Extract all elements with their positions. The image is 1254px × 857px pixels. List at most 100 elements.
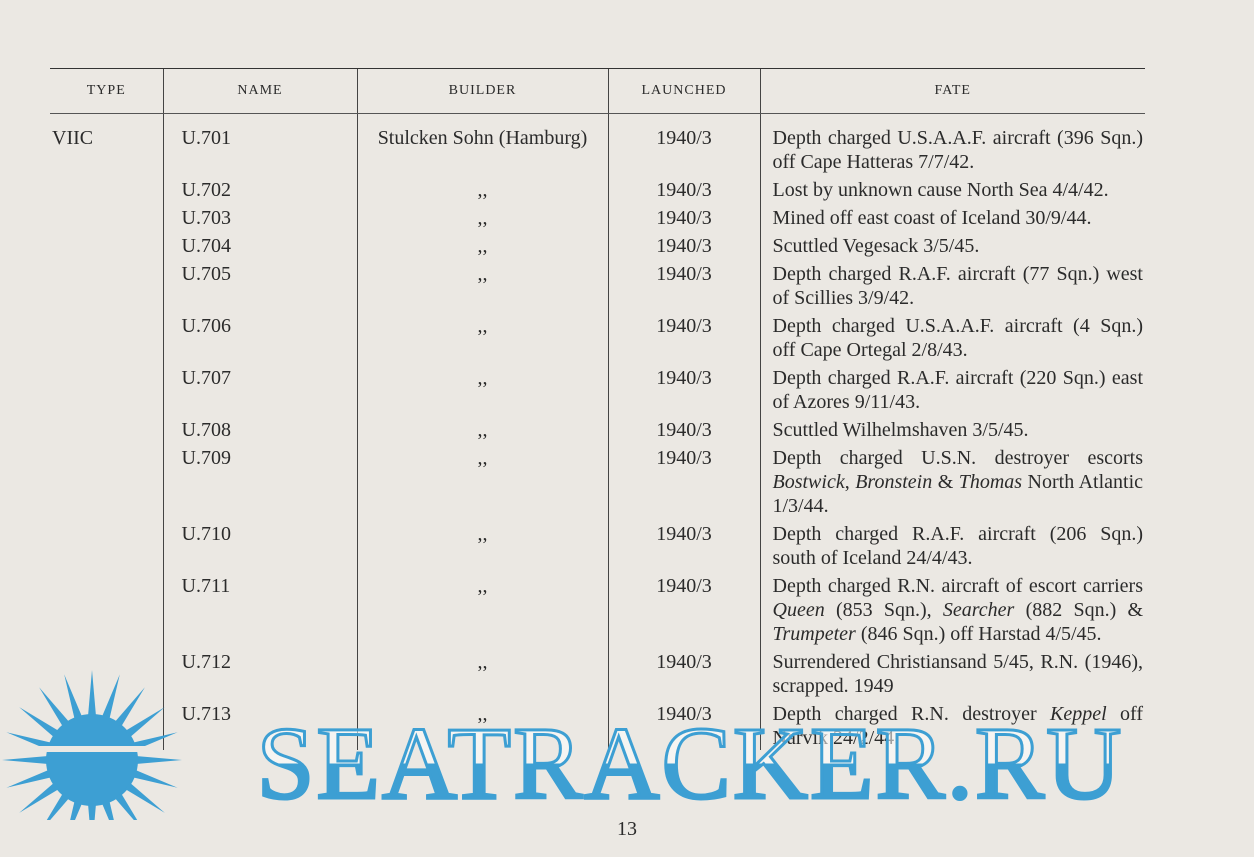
table-row: U.703,, 1940/3 Mined off east coast of Ice… — [50, 202, 1145, 230]
table-body: VIIC U.701 Stulcken Sohn (Hamburg) 1940/3 De… — [50, 113, 1145, 750]
sun-ray — [135, 756, 182, 764]
fate-cell: Depth charged R.N. destroyer Keppel off … — [759, 698, 1145, 750]
ship-name: Thomas — [958, 471, 1023, 493]
name-cell: U.705 — [162, 258, 357, 310]
builder-cell: ,, — [356, 174, 608, 202]
ship-name: Queen — [772, 599, 825, 621]
builder-cell: ,, — [356, 414, 608, 442]
fate-text: (853 Sqn.), — [835, 599, 932, 621]
launched-cell: 1940/3 — [607, 202, 760, 230]
type-cell — [50, 362, 163, 414]
fate-text: Depth charged R.N. destroyer — [772, 703, 1037, 725]
name-cell: U.704 — [162, 230, 357, 258]
ship-name: Bronstein — [855, 471, 933, 493]
builder-cell: ,, — [356, 202, 608, 230]
launched-cell: 1940/3 — [607, 310, 760, 362]
fate-text: Mined off east coast of Iceland 30/9/44. — [772, 207, 1092, 229]
name-cell: U.713 — [162, 698, 357, 750]
name-cell: U.711 — [162, 570, 357, 646]
page-number: 13 — [617, 818, 637, 840]
sun-ray — [132, 732, 178, 751]
name-cell: U.710 — [162, 518, 357, 570]
builder-cell: ,, — [356, 518, 608, 570]
fate-text: , — [844, 471, 850, 493]
launched-cell: 1940/3 — [607, 362, 760, 414]
type-cell — [50, 414, 163, 442]
builder-cell: ,, — [356, 310, 608, 362]
fate-text: Scuttled Vegesack 3/5/45. — [772, 235, 980, 257]
type-cell — [50, 258, 163, 310]
sun-ray — [19, 707, 59, 738]
column-header: LAUNCHED — [607, 68, 760, 114]
fate-text: (846 Sqn.) off Harstad 4/5/45. — [860, 623, 1102, 645]
sun-ray — [101, 800, 114, 820]
fate-table: TYPE NAME BUILDER LAUNCHED FATE VIIC U.701 Stu… — [50, 68, 1145, 750]
table-row: VIIC U.701 Stulcken Sohn (Hamburg) 1940/3 De… — [50, 113, 1145, 174]
sun-ray — [132, 769, 178, 788]
fate-cell: Surrendered Christiansand 5/45, R.N. (19… — [759, 646, 1145, 698]
sun-ray — [101, 674, 120, 720]
builder-cell: ,, — [356, 230, 608, 258]
type-cell — [50, 442, 163, 518]
name-cell: U.706 — [162, 310, 357, 362]
name-cell: U.709 — [162, 442, 357, 518]
ship-name: Bostwick — [772, 471, 845, 493]
column-header: NAME — [162, 68, 357, 114]
name-cell: U.701 — [162, 113, 357, 174]
fate-text: & — [937, 471, 954, 493]
fate-text: Depth charged U.S.N. destroyer escorts — [772, 447, 1144, 469]
column-header: BUILDER — [356, 68, 608, 114]
type-cell: VIIC — [52, 127, 94, 149]
sun-ray — [114, 793, 138, 820]
fate-text: off Narvik 24/2/44. — [772, 703, 1144, 749]
name-cell: U.702 — [162, 174, 357, 202]
builder-cell: Stulcken Sohn (Hamburg) — [356, 113, 608, 174]
fate-cell: Depth charged R.A.F. aircraft (220 Sqn.)… — [759, 362, 1145, 414]
sun-ray — [46, 793, 70, 820]
type-cell — [50, 570, 163, 646]
sun-ray — [125, 707, 165, 738]
type-cell — [50, 174, 163, 202]
sun-ray — [125, 782, 165, 813]
fate-text: Scuttled Wilhelmshaven 3/5/45. — [772, 419, 1029, 441]
sun-ray — [39, 687, 70, 727]
launched-cell: 1940/3 — [607, 442, 760, 518]
sun-ray — [64, 674, 83, 720]
fate-cell: Lost by unknown cause North Sea 4/4/42. — [759, 174, 1145, 202]
launched-cell: 1940/3 — [607, 230, 760, 258]
fate-cell: Depth charged R.A.F. aircraft (77 Sqn.) … — [759, 258, 1145, 310]
table-row: U.713,, 1940/3 Depth charged R.N. destroye… — [50, 698, 1145, 750]
name-cell: U.712 — [162, 646, 357, 698]
builder-cell: ,, — [356, 698, 608, 750]
fate-cell: Depth charged R.A.F. aircraft (206 Sqn.)… — [759, 518, 1145, 570]
watermark-text: SEATRACKER.RU — [257, 706, 1124, 820]
watermark: SEATRACKER.RU — [2, 670, 1124, 820]
fate-cell: Depth charged R.N. aircraft of escort ca… — [759, 570, 1145, 646]
header-row: TYPE NAME BUILDER LAUNCHED FATE — [50, 68, 1145, 114]
sun-ray — [2, 756, 49, 764]
name-cell: U.707 — [162, 362, 357, 414]
launched-cell: 1940/3 — [607, 646, 760, 698]
fate-text: Depth charged R.A.F. aircraft (206 Sqn.)… — [772, 523, 1144, 569]
name-cell: U.708 — [162, 414, 357, 442]
sun-ray — [19, 782, 59, 813]
ship-name: Trumpeter — [772, 623, 856, 645]
table-row: U.710,, 1940/3 Depth charged R.A.F. aircra… — [50, 518, 1145, 570]
table-row: U.702,, 1940/3 Lost by unknown cause North… — [50, 174, 1145, 202]
sun-logo — [2, 670, 182, 820]
column-header: FATE — [759, 68, 1145, 114]
fate-cell: Depth charged U.S.A.A.F. aircraft (396 S… — [759, 113, 1145, 174]
fate-cell: Depth charged U.S.A.A.F. aircraft (4 Sqn… — [759, 310, 1145, 362]
fate-text: Depth charged R.N. aircraft of escort ca… — [772, 575, 1144, 597]
fate-text: Surrendered Christiansand 5/45, R.N. (19… — [772, 651, 1144, 697]
builder-cell: ,, — [356, 646, 608, 698]
launched-cell: 1940/3 — [607, 518, 760, 570]
builder-cell: ,, — [356, 442, 608, 518]
table-row: U.707,, 1940/3 Depth charged R.A.F. aircra… — [50, 362, 1145, 414]
type-cell — [50, 230, 163, 258]
table-row: U.709,, 1940/3 Depth charged U.S.N. destro… — [50, 442, 1145, 518]
launched-cell: 1940/3 — [607, 570, 760, 646]
fate-text: Depth charged R.A.F. aircraft (220 Sqn.)… — [772, 367, 1144, 413]
fate-text: North Atlantic 1/3/44. — [772, 471, 1144, 517]
